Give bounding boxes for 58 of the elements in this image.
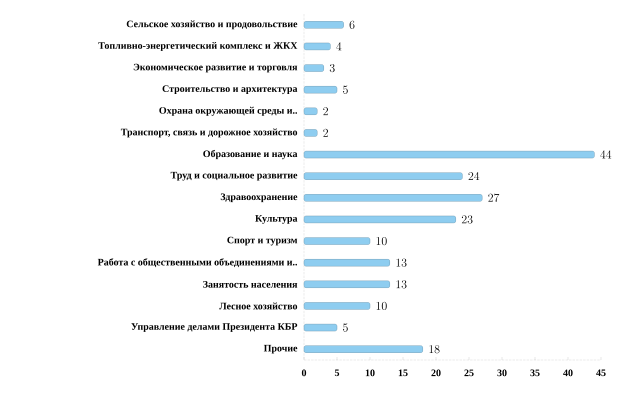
data-label: 13 [396,280,407,288]
y-tick-label: Прочие [264,344,298,354]
y-tick-label: Культура [255,215,298,224]
y-tick-label: Строительство и архитектура [162,85,298,94]
bar [304,129,318,137]
data-label: 2 [323,128,328,137]
bar [304,108,318,115]
y-tick-label: Занятость населения [203,280,298,288]
data-label: 5 [343,86,348,94]
data-label: 13 [396,258,407,267]
y-tick-label: Топливно-энергетический комплекс и ЖКХ [98,42,298,51]
data-label: 10 [376,236,387,246]
data-label: 27 [488,194,500,202]
y-tick-label: Работа с общественными объединениями и.. [98,258,298,268]
data-label: 5 [343,323,348,332]
x-tick-label: 45 [596,369,606,376]
y-tick-label: Транспорт, связь и дорожное хозяйство [120,128,298,138]
data-label: 44 [600,150,612,158]
x-tick-label: 10 [366,370,375,376]
bar [304,302,370,310]
bar [304,280,390,288]
y-tick-label: Лесное хозяйство [219,302,298,310]
bar [304,150,595,158]
y-tick-label: Спорт и туризм [227,236,298,246]
data-label: 24 [468,172,480,180]
y-tick-label: Управление делами Президента КБР [131,323,298,332]
bar [304,42,331,50]
x-tick-label: 25 [464,370,474,376]
x-tick-label: 35 [530,370,540,376]
data-label: 18 [429,345,440,354]
bar [304,216,456,224]
bar [304,64,324,72]
bar [304,86,338,94]
y-tick-label: Труд и социальное развитие [170,172,298,181]
bar [304,21,344,28]
bar [304,237,370,245]
y-tick-label: Образование и наука [203,150,298,160]
bar [304,172,463,180]
y-tick-label: Здравоохранение [220,193,298,202]
bar [304,259,390,266]
x-tick-label: 0 [302,370,306,376]
y-tick-label: Экономическое развитие и торговля [134,64,298,72]
data-label: 6 [350,20,354,29]
y-tick-label: Сельское хозяйство и продовольствие [126,20,298,30]
data-label: 23 [462,215,473,224]
bar [304,346,423,353]
bar [304,194,482,202]
bar [304,324,338,332]
data-label: 2 [323,107,328,116]
x-tick-label: 20 [431,370,441,376]
x-tick-label: 5 [334,369,340,376]
data-label: 3 [330,64,335,72]
data-label: 10 [376,302,387,310]
x-tick-label: 40 [563,370,573,376]
x-tick-label: 30 [497,370,507,376]
x-tick-label: 15 [398,370,408,376]
y-tick-label: Охрана окружающей среды и.. [159,106,298,116]
data-label: 4 [336,42,342,50]
